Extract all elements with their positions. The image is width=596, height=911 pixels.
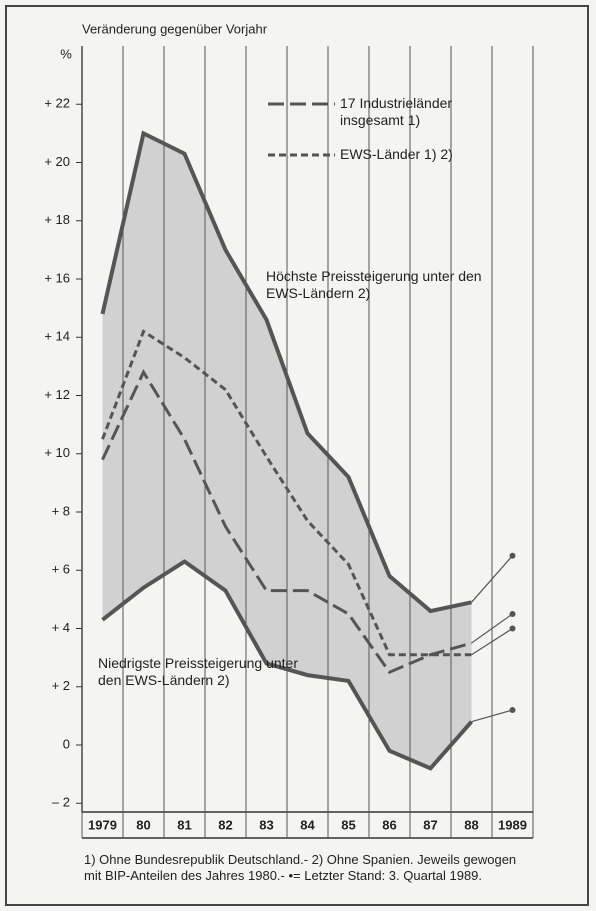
legend-label: 17 Industrieländer insgesamt 1)	[340, 95, 453, 128]
x-tick-label: 82	[218, 817, 232, 832]
frame	[5, 5, 589, 906]
y-tick-label: + 6	[52, 562, 70, 577]
y-tick-label: – 2	[52, 795, 70, 810]
latest-segment	[471, 555, 513, 603]
y-tick-label: + 8	[52, 503, 70, 518]
x-tick-label: 88	[464, 817, 478, 832]
y-tick-label: + 22	[44, 96, 70, 111]
x-tick-label: 85	[341, 817, 355, 832]
y-tick-label: + 18	[44, 212, 70, 227]
latest-segment	[471, 709, 513, 723]
latest-point	[509, 610, 516, 617]
y-tick-label: + 4	[52, 620, 70, 635]
chart-title: Veränderung gegenüber Vorjahr	[82, 21, 268, 36]
x-tick-label: 81	[177, 817, 191, 832]
y-tick-label: + 2	[52, 678, 70, 693]
y-tick-label: + 16	[44, 270, 70, 285]
y-tick-label: + 14	[44, 329, 70, 344]
series-line	[101, 559, 474, 771]
series-line	[101, 329, 472, 657]
x-tick-label: 84	[300, 817, 315, 832]
legend-label: EWS-Länder 1) 2)	[340, 146, 453, 162]
footnote: 1) Ohne Bundesrepublik Deutschland.- 2) …	[84, 852, 517, 883]
x-tick-label: 1989	[498, 817, 527, 832]
latest-segment	[471, 628, 513, 656]
y-tick-label: + 10	[44, 445, 70, 460]
latest-segment	[471, 613, 513, 644]
latest-point	[509, 552, 516, 559]
x-tick-label: 1979	[88, 817, 117, 832]
x-tick-label: 87	[423, 817, 437, 832]
y-tick-label: 0	[63, 736, 70, 751]
x-tick-label: 80	[136, 817, 150, 832]
series-line	[101, 369, 472, 675]
x-tick-label: 86	[382, 817, 396, 832]
annotation-lowest: Niedrigste Preissteigerung unter den EWS…	[98, 655, 298, 688]
y-tick-label: + 12	[44, 387, 70, 402]
series-line	[100, 130, 472, 614]
annotation-highest: Höchste Preissteigerung unter den EWS-Lä…	[266, 268, 482, 301]
y-axis-label: %	[60, 46, 72, 61]
latest-point	[509, 625, 516, 632]
x-tick-label: 83	[259, 817, 273, 832]
y-tick-label: + 20	[44, 154, 70, 169]
latest-point	[509, 707, 516, 714]
